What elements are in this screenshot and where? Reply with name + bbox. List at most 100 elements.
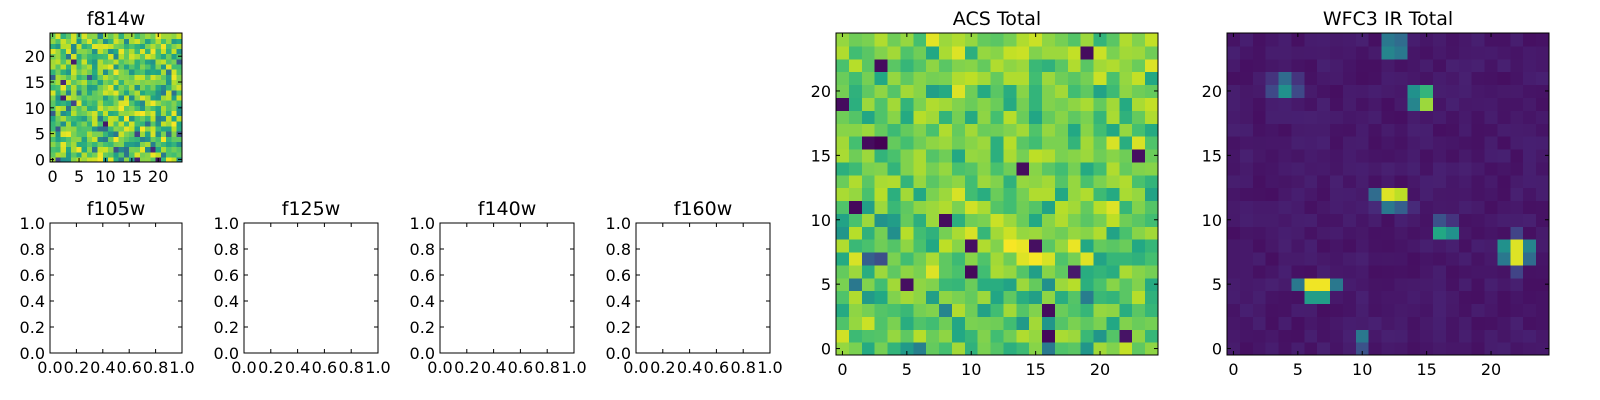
heatmap-cell: [92, 48, 99, 55]
heatmap-cell: [150, 84, 157, 91]
heatmap-cell: [134, 74, 141, 81]
heatmap-cell: [874, 123, 889, 137]
heatmap-cell: [1145, 136, 1159, 150]
heatmap-cell: [1145, 226, 1159, 240]
heatmap-cell: [1407, 226, 1421, 240]
heatmap-cell: [1093, 71, 1108, 86]
x-tick-label: 0.6: [704, 358, 729, 377]
heatmap-cell: [129, 100, 136, 106]
heatmap-cell: [155, 125, 162, 132]
heatmap-cell: [1407, 239, 1421, 253]
heatmap-cell: [1445, 303, 1460, 317]
heatmap-cell: [1252, 123, 1267, 137]
heatmap-cell: [1016, 148, 1030, 163]
chart-title: f140w: [478, 198, 537, 220]
heatmap-cell: [874, 290, 889, 305]
heatmap-cell: [926, 187, 940, 202]
heatmap-cell: [71, 94, 77, 101]
heatmap-cell: [1265, 316, 1280, 330]
heatmap-cell: [990, 342, 1005, 356]
heatmap-cell: [1093, 200, 1108, 214]
heatmap-cell: [123, 58, 130, 65]
heatmap-cell: [939, 97, 953, 111]
heatmap-cell: [81, 136, 88, 142]
heatmap-cell: [1471, 161, 1486, 176]
heatmap-cell: [113, 89, 120, 96]
heatmap-cell: [1119, 239, 1133, 253]
heatmap-cell: [1471, 71, 1486, 86]
heatmap-cell: [1080, 187, 1095, 202]
heatmap-cell: [1510, 97, 1524, 111]
heatmap-cell: [1054, 161, 1069, 176]
heatmap-cell: [65, 53, 72, 60]
heatmap-cell: [926, 303, 940, 317]
heatmap-cell: [92, 136, 99, 142]
heatmap-cell: [1016, 277, 1030, 292]
heatmap-cell: [1003, 84, 1017, 98]
heatmap-cell: [1433, 84, 1447, 98]
heatmap-cell: [134, 151, 141, 158]
heatmap-cell: [1407, 33, 1421, 47]
heatmap-cell: [1304, 174, 1318, 189]
heatmap-cell: [1239, 33, 1254, 47]
heatmap-cell: [1119, 226, 1133, 240]
heatmap-cell: [1067, 71, 1082, 86]
heatmap-cell: [977, 58, 992, 73]
heatmap-cell: [1317, 251, 1331, 266]
heatmap-cell: [1278, 110, 1292, 124]
heatmap-cell: [1304, 277, 1318, 292]
heatmap-cell: [1381, 303, 1396, 317]
heatmap-cell: [1445, 45, 1460, 60]
heatmap-cell: [887, 213, 901, 227]
heatmap-cell: [118, 156, 125, 163]
heatmap-cell: [1239, 84, 1254, 98]
heatmap-cell: [81, 33, 88, 39]
heatmap-cell: [1355, 226, 1370, 240]
heatmap-cell: [1304, 58, 1318, 73]
chart-title: f814w: [87, 8, 146, 30]
heatmap-cell: [1304, 97, 1318, 111]
y-tick-label: 20: [25, 47, 45, 66]
heatmap-cell: [1317, 239, 1331, 253]
heatmap-cell: [118, 125, 125, 132]
heatmap-cell: [1003, 264, 1017, 279]
heatmap-cell: [1497, 174, 1511, 189]
heatmap-cell: [1317, 97, 1331, 111]
heatmap-cell: [118, 94, 125, 101]
heatmap-cell: [1106, 329, 1120, 343]
heatmap-cell: [1420, 123, 1434, 137]
heatmap-cell: [1458, 45, 1473, 60]
heatmap-cell: [874, 264, 889, 279]
heatmap-cell: [65, 58, 72, 65]
heatmap-cell: [1252, 329, 1267, 343]
heatmap-cell: [71, 105, 77, 111]
heatmap-cell: [1433, 290, 1447, 305]
heatmap-cell: [1330, 97, 1344, 111]
heatmap-cell: [939, 200, 953, 214]
heatmap-cell: [171, 105, 178, 111]
heatmap-cell: [1484, 277, 1499, 292]
heatmap-cell: [1227, 290, 1241, 305]
heatmap-cell: [150, 141, 157, 148]
heatmap-cell: [964, 264, 979, 279]
heatmap-cell: [951, 33, 966, 47]
heatmap-cell: [97, 48, 104, 55]
heatmap-cell: [1145, 213, 1159, 227]
heatmap-cell: [1536, 97, 1550, 111]
heatmap-cell: [848, 97, 863, 111]
heatmap-cell: [1132, 342, 1146, 356]
heatmap-cell: [951, 342, 966, 356]
heatmap-cell: [102, 136, 109, 142]
heatmap-cell: [129, 74, 136, 81]
heatmap-cell: [1265, 200, 1280, 214]
heatmap-cell: [102, 38, 109, 44]
heatmap-cell: [55, 141, 62, 148]
heatmap-cell: [1291, 187, 1305, 202]
heatmap-cell: [118, 53, 125, 60]
heatmap-cell: [1291, 226, 1305, 240]
heatmap-cell: [108, 125, 114, 132]
heatmap-cell: [951, 148, 966, 163]
heatmap-cell: [1042, 174, 1056, 189]
heatmap-cell: [1003, 97, 1017, 111]
heatmap-cell: [939, 251, 953, 266]
